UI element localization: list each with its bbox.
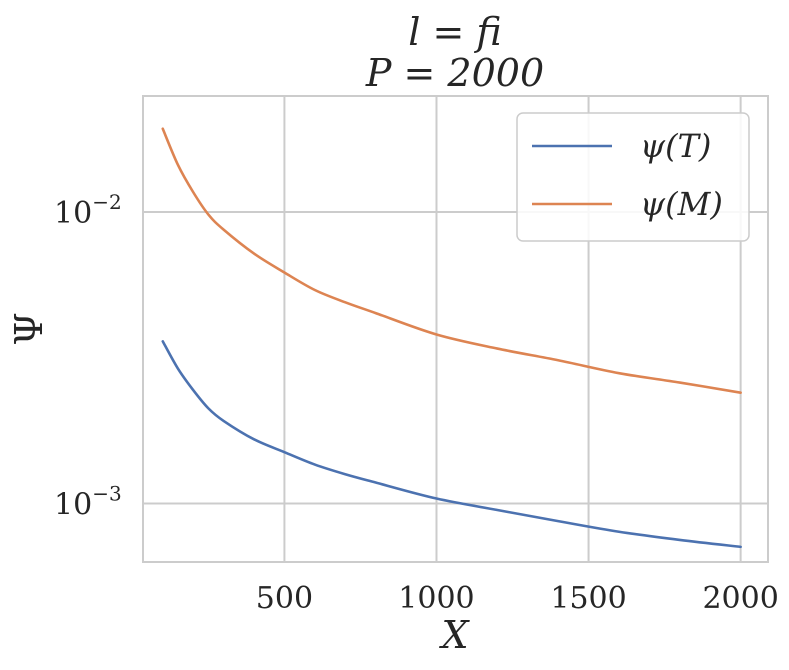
legend-label: ψ(M) [640,185,723,223]
legend-label: ψ(T) [640,127,711,165]
x-tick-label: 1000 [398,581,474,616]
series-line-1 [161,340,742,549]
series-layer [161,127,742,549]
series-line-2 [161,127,742,394]
y-axis-label: Ψ [7,312,51,345]
legend: ψ(T) ψ(M) [516,112,750,242]
y-tick-label: 10−2 [54,190,122,231]
x-tick-label: 500 [256,581,313,616]
x-axis-label: X [438,613,470,657]
chart-title-line2: P = 2000 [365,51,544,95]
chart-title-line1: l = fi [408,10,502,54]
x-tick-label: 2000 [702,581,778,616]
plot-frame [142,95,769,563]
x-tick-label: 1500 [550,581,626,616]
tick-labels: 500 1000 1500 2000 10−3 10−2 [54,190,779,616]
y-tick-label: 10−3 [54,482,122,523]
